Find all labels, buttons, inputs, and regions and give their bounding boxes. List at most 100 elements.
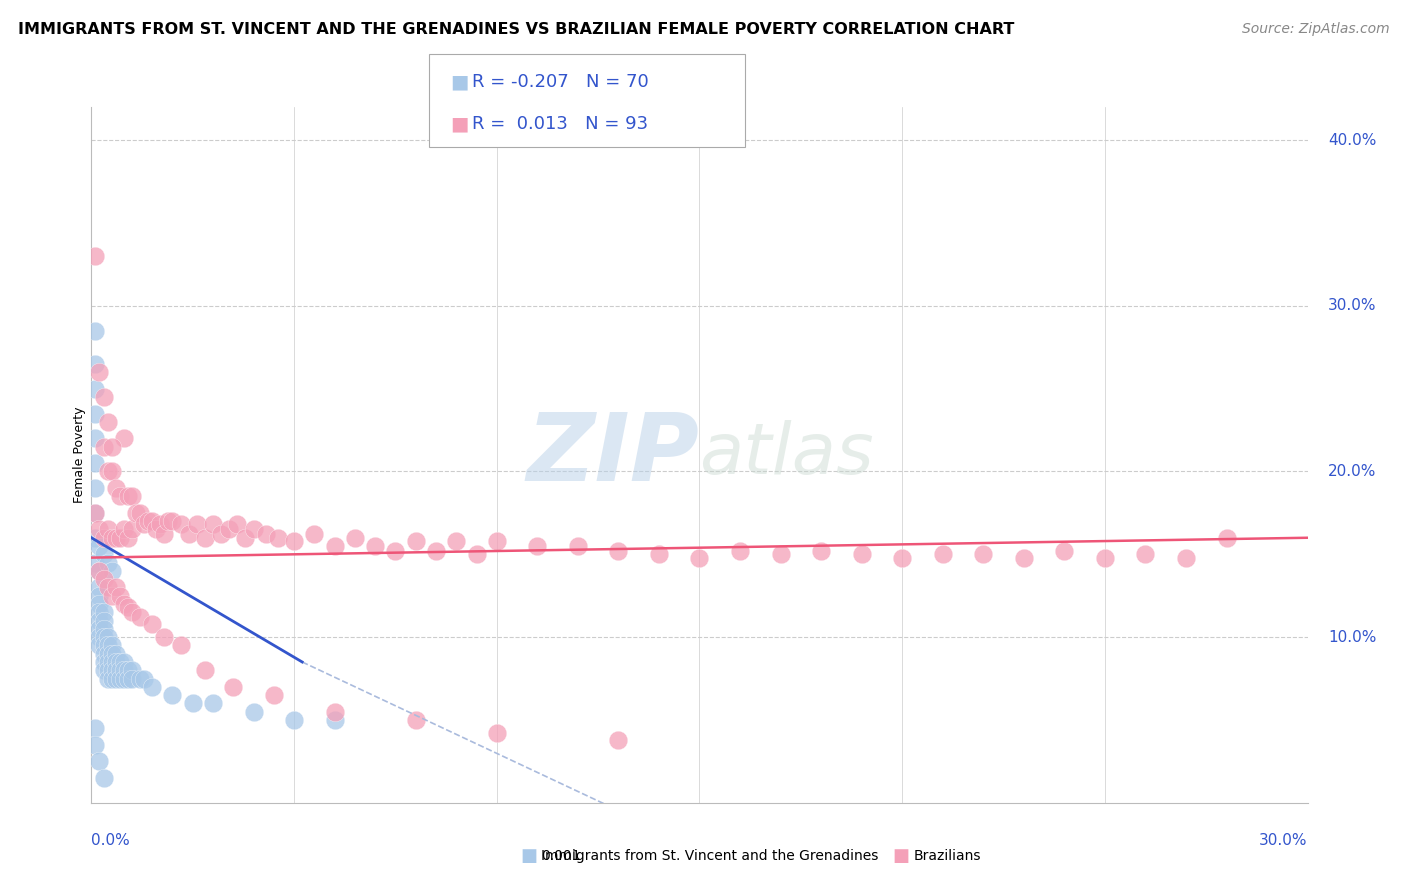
- Point: [93, 771, 115, 785]
- Text: R =  0.013   N = 93: R = 0.013 N = 93: [472, 115, 648, 133]
- Point: [202, 517, 225, 532]
- Point: [93, 663, 115, 677]
- Point: [84, 556, 107, 570]
- Point: [112, 523, 135, 537]
- Point: [485, 534, 508, 549]
- Text: 0.001: 0.001: [541, 849, 581, 863]
- Point: [84, 456, 107, 470]
- Point: [84, 324, 107, 338]
- Point: [100, 564, 122, 578]
- Point: [153, 630, 176, 644]
- Point: [1215, 531, 1237, 545]
- Point: [162, 688, 184, 702]
- Point: [97, 415, 120, 429]
- Point: [104, 672, 127, 686]
- Point: [89, 630, 111, 644]
- Text: 20.0%: 20.0%: [1327, 464, 1376, 479]
- Point: [141, 680, 163, 694]
- Point: [84, 249, 107, 263]
- Point: [108, 489, 131, 503]
- Text: 40.0%: 40.0%: [1327, 133, 1376, 148]
- Point: [384, 544, 406, 558]
- Point: [100, 639, 122, 653]
- Point: [89, 755, 111, 769]
- Point: [97, 556, 120, 570]
- Point: [112, 655, 135, 669]
- Point: [129, 610, 152, 624]
- Point: [891, 550, 914, 565]
- Point: [972, 547, 994, 561]
- Point: [93, 639, 115, 653]
- Point: [242, 523, 264, 537]
- Point: [93, 647, 115, 661]
- Point: [181, 697, 204, 711]
- Point: [283, 713, 305, 727]
- Point: [89, 523, 111, 537]
- Point: [226, 517, 249, 532]
- Point: [485, 726, 508, 740]
- Point: [607, 544, 630, 558]
- Point: [100, 589, 122, 603]
- Text: Source: ZipAtlas.com: Source: ZipAtlas.com: [1241, 22, 1389, 37]
- Point: [104, 581, 127, 595]
- Point: [89, 365, 111, 379]
- Point: [177, 527, 200, 541]
- Point: [121, 672, 143, 686]
- Point: [93, 531, 115, 545]
- Point: [108, 589, 131, 603]
- Point: [136, 514, 159, 528]
- Point: [112, 431, 135, 445]
- Point: [153, 527, 176, 541]
- Point: [93, 390, 115, 404]
- Point: [89, 614, 111, 628]
- Point: [97, 647, 120, 661]
- Text: R = -0.207   N = 70: R = -0.207 N = 70: [472, 73, 650, 91]
- Point: [89, 639, 111, 653]
- Point: [100, 465, 122, 479]
- Point: [169, 639, 191, 653]
- Point: [141, 616, 163, 631]
- Point: [162, 514, 184, 528]
- Point: [121, 605, 143, 619]
- Point: [84, 431, 107, 445]
- Point: [117, 672, 139, 686]
- Point: [104, 655, 127, 669]
- Text: ■: ■: [893, 847, 910, 865]
- Point: [93, 614, 115, 628]
- Text: 0.0%: 0.0%: [91, 832, 131, 847]
- Point: [93, 547, 115, 561]
- Point: [97, 639, 120, 653]
- Point: [169, 517, 191, 532]
- Point: [108, 531, 131, 545]
- Point: [132, 672, 155, 686]
- Text: ■: ■: [450, 114, 468, 134]
- Point: [810, 544, 832, 558]
- Point: [97, 581, 120, 595]
- Point: [323, 705, 346, 719]
- Point: [89, 539, 111, 553]
- Point: [84, 721, 107, 735]
- Text: Immigrants from St. Vincent and the Grenadines: Immigrants from St. Vincent and the Gren…: [541, 849, 879, 863]
- Point: [112, 672, 135, 686]
- Point: [97, 663, 120, 677]
- Text: atlas: atlas: [699, 420, 875, 490]
- Point: [141, 514, 163, 528]
- Point: [89, 622, 111, 636]
- Point: [263, 688, 285, 702]
- Point: [254, 527, 277, 541]
- Point: [194, 663, 217, 677]
- Point: [444, 534, 467, 549]
- Point: [104, 647, 127, 661]
- Point: [93, 622, 115, 636]
- Text: ■: ■: [520, 847, 537, 865]
- Point: [84, 407, 107, 421]
- Point: [121, 663, 143, 677]
- Point: [607, 732, 630, 747]
- Text: Brazilians: Brazilians: [914, 849, 981, 863]
- Point: [84, 357, 107, 371]
- Point: [145, 523, 167, 537]
- Point: [84, 506, 107, 520]
- Point: [1175, 550, 1198, 565]
- Point: [1094, 550, 1116, 565]
- Point: [323, 539, 346, 553]
